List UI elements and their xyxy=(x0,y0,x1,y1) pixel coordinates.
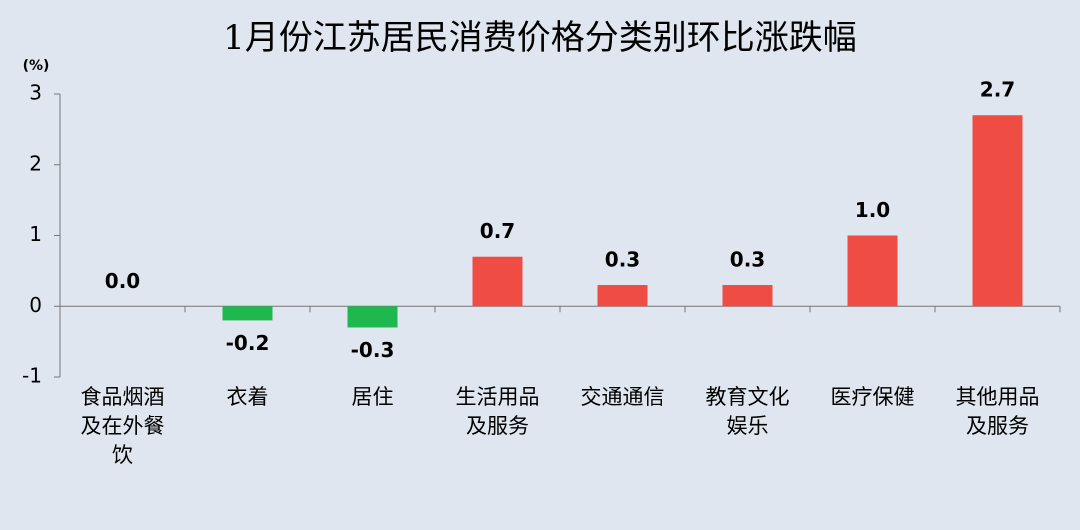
x-tick-label: 交通通信 xyxy=(581,385,665,409)
x-tick-label: 医疗保健 xyxy=(831,385,915,409)
x-tick-label: 衣着 xyxy=(227,385,269,409)
y-tick-label: 1 xyxy=(29,222,42,246)
value-label: 0.3 xyxy=(730,248,765,272)
value-label: 0.7 xyxy=(480,219,515,243)
bar xyxy=(472,256,523,307)
bar xyxy=(222,306,273,321)
y-tick-label: 0 xyxy=(29,293,42,317)
y-tick-label: -1 xyxy=(22,364,42,388)
value-label: 0.3 xyxy=(605,248,640,272)
value-label: 2.7 xyxy=(980,78,1015,102)
y-tick-label: 2 xyxy=(29,151,42,175)
bar xyxy=(722,285,773,307)
x-tick-label: 生活用品及服务 xyxy=(456,385,540,438)
y-axis-label: (%) xyxy=(23,58,50,74)
value-label: -0.2 xyxy=(226,331,270,355)
value-label: -0.3 xyxy=(351,338,395,362)
chart-title: 1月份江苏居民消费价格分类别环比涨跌幅 xyxy=(223,18,857,58)
bar xyxy=(597,285,648,307)
y-tick-label: 3 xyxy=(29,81,42,105)
x-tick-label: 食品烟酒及在外餐饮 xyxy=(81,385,165,467)
x-tick-label: 其他用品及服务 xyxy=(956,385,1040,438)
value-label: 0.0 xyxy=(105,269,140,293)
bar xyxy=(847,235,898,307)
value-label: 1.0 xyxy=(855,198,890,222)
x-tick-label: 居住 xyxy=(352,385,394,409)
bar xyxy=(972,115,1023,307)
x-tick-label: 教育文化娱乐 xyxy=(706,385,790,438)
bar xyxy=(347,306,398,328)
